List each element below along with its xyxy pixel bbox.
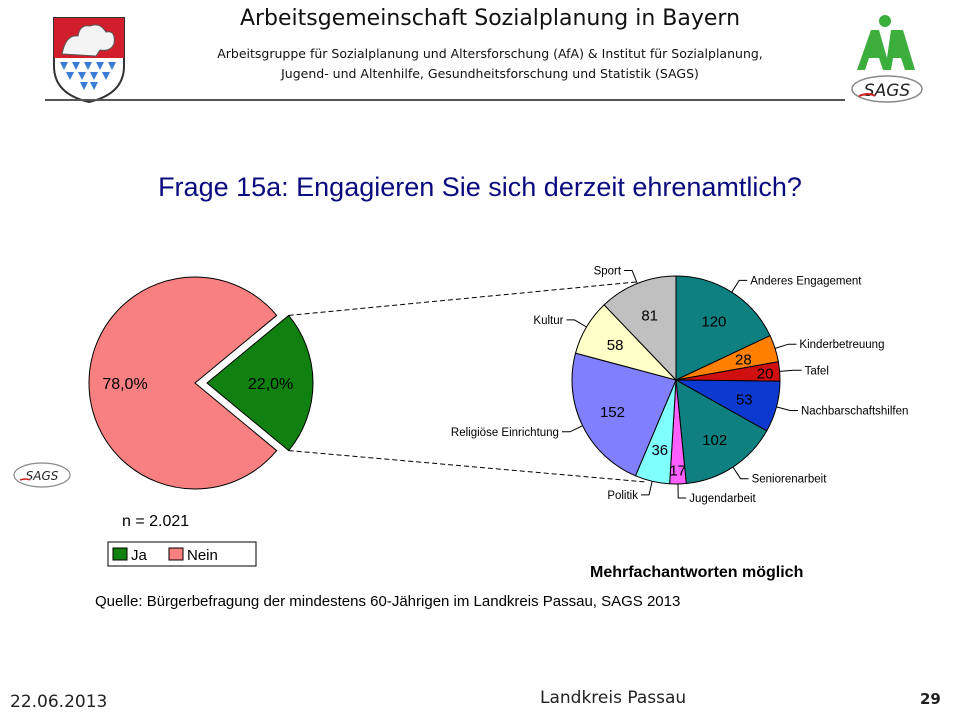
header-subtitle-line1: Arbeitsgruppe für Sozialplanung und Alte…	[217, 46, 763, 61]
connector-line-bottom	[288, 450, 647, 483]
pie-value-seniorenarbeit: 102	[702, 432, 727, 449]
pie-value-politik: 36	[651, 442, 668, 459]
pie-category-kultur: Kultur	[533, 315, 563, 327]
pie-category-seniorenarbeit: Seniorenarbeit	[752, 474, 828, 486]
right-pie-chart	[571, 275, 781, 485]
pie-value-jugendarbeit: 17	[669, 462, 686, 479]
leader-line-jugendarbeit	[677, 483, 687, 499]
pie-category-religioese-einrichtung: Religiöse Einrichtung	[451, 427, 559, 439]
legend-label-ja: Ja	[131, 547, 148, 564]
pie-category-jugendarbeit: Jugendarbeit	[689, 493, 756, 505]
left-pie-legend: Ja Nein	[107, 541, 257, 567]
leader-line-religioese-einrichtung	[562, 425, 583, 433]
pie-value-religioese-einrichtung: 152	[600, 404, 625, 421]
leader-line-anderes-engagement	[731, 279, 748, 293]
footer-region: Landkreis Passau	[540, 688, 687, 708]
pie-value-tafel: 20	[757, 366, 774, 383]
pie-slice-nein	[88, 276, 278, 490]
multiple-answers-note: Mehrfachantworten möglich	[590, 564, 803, 581]
leader-line-kultur	[566, 319, 587, 328]
leader-line-tafel	[779, 369, 802, 372]
header-title: Arbeitsgemeinschaft Sozialplanung in Bay…	[239, 6, 741, 31]
sags-small-logo-text: SAGS	[26, 469, 59, 483]
left-pie-chart	[88, 276, 314, 490]
legend-label-nein: Nein	[187, 547, 218, 564]
coat-of-arms-logo	[53, 17, 125, 104]
leader-line-kinderbetreuung	[774, 343, 797, 349]
pie-value-anderes-engagement: 120	[701, 313, 726, 330]
leader-line-seniorenarbeit	[732, 466, 749, 480]
pie-category-tafel: Tafel	[805, 365, 829, 377]
legend-swatch-nein	[168, 547, 184, 561]
pie-slice-ja	[206, 314, 314, 452]
leader-line-nachbarschaftshilfen	[776, 406, 798, 411]
pie-category-anderes-engagement: Anderes Engagement	[750, 275, 862, 287]
pie-value-kinderbetreuung: 28	[735, 352, 752, 369]
pie-category-nachbarschaftshilfen: Nachbarschaftshilfen	[801, 405, 908, 417]
footer-date: 22.06.2013	[10, 692, 108, 712]
slide-title: Frage 15a: Engagieren Sie sich derzeit e…	[158, 172, 802, 202]
source-note: Quelle: Bürgerbefragung der mindestens 6…	[95, 593, 681, 610]
pie-value-nachbarschaftshilfen: 53	[736, 391, 753, 408]
header-divider	[45, 99, 845, 101]
sample-size-label: n = 2.021	[122, 513, 189, 530]
page-number: 29	[920, 690, 941, 708]
leader-line-politik	[641, 481, 653, 496]
pie-category-politik: Politik	[607, 490, 638, 502]
pie-value-sport: 81	[641, 307, 658, 324]
pie-label-ja: 22,0%	[248, 376, 293, 393]
pie-category-kinderbetreuung: Kinderbetreuung	[799, 339, 884, 351]
pie-connector-lines	[288, 281, 647, 483]
pie-category-sport: Sport	[594, 265, 622, 277]
header-subtitle-line2: Jugend- und Altenhilfe, Gesundheitsforsc…	[281, 66, 699, 81]
legend-swatch-ja	[112, 547, 128, 561]
pie-label-nein: 78,0%	[102, 376, 147, 393]
pie-value-kultur: 58	[607, 337, 624, 354]
sags-small-logo: SAGS	[13, 462, 71, 488]
sags-logo-text: SAGS	[864, 81, 911, 101]
afa-sags-logo: SAGS	[851, 15, 923, 103]
connector-line-top	[288, 281, 637, 316]
leader-line-sport	[624, 270, 638, 284]
